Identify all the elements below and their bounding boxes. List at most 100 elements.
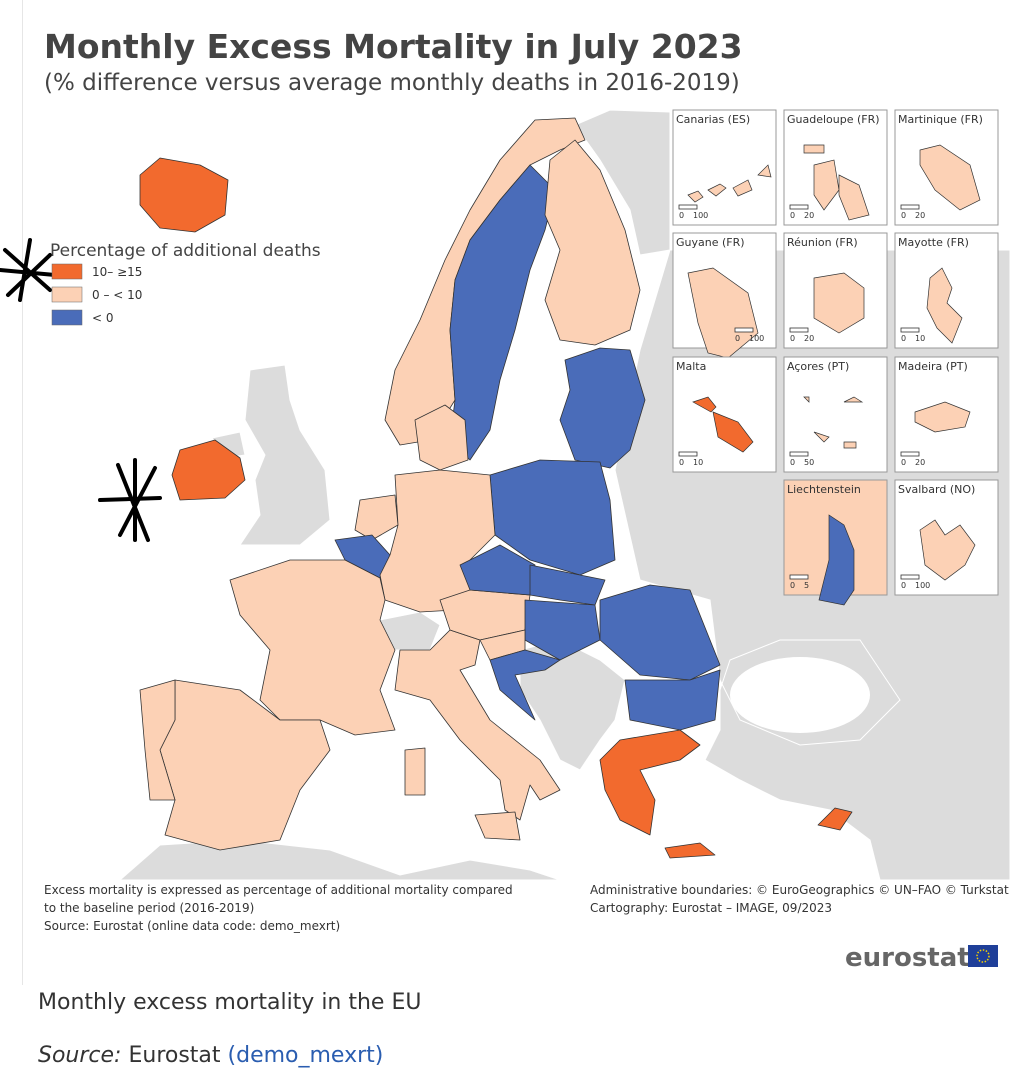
- legend-label: 10– ≥15: [92, 265, 142, 279]
- inset: Mayotte (FR) 0 10: [894, 232, 999, 349]
- scale-label: 20: [915, 458, 925, 467]
- inset-region: [914, 401, 971, 433]
- scale-label: 5: [804, 581, 809, 590]
- inset: Martinique (FR) 0 20: [894, 109, 999, 226]
- crete: [664, 842, 716, 859]
- shape: [6, 253, 52, 297]
- sicily: [474, 811, 521, 841]
- inset-label: Réunion (FR): [787, 236, 858, 249]
- notes: Excess mortality is expressed as percent…: [44, 883, 1009, 933]
- sweden: [449, 164, 556, 461]
- credit-line: Administrative boundaries: © EuroGeograp…: [590, 883, 1009, 897]
- scale-bar: [678, 204, 698, 210]
- scale-label: 0: [790, 334, 795, 343]
- bulgaria: [624, 669, 721, 731]
- inset: Réunion (FR) 0 20: [783, 232, 888, 349]
- inset-region: [803, 144, 870, 221]
- inset: Guyane (FR) 0 100: [672, 232, 777, 359]
- scale-label: 0: [790, 581, 795, 590]
- scale-label: 100: [749, 334, 764, 343]
- scale-label: 0: [901, 458, 906, 467]
- scale-bar: [900, 204, 920, 210]
- shape: [0, 268, 57, 277]
- inset-label: Canarias (ES): [676, 113, 750, 126]
- legend-swatch: [51, 286, 83, 303]
- map-figure: Monthly Excess Mortality in July 2023 (%…: [0, 0, 1011, 985]
- scale-bar: [734, 327, 754, 333]
- scale-label: 100: [915, 581, 930, 590]
- shape: [98, 496, 162, 502]
- inset: Madeira (PT) 0 20: [894, 356, 999, 473]
- note-line: to the baseline period (2016-2019): [44, 901, 254, 915]
- note-line: Excess mortality is expressed as percent…: [44, 883, 513, 897]
- source-line: Source: Eurostat (demo_mexrt): [38, 1043, 383, 1068]
- scale-label: 10: [693, 458, 703, 467]
- legend-label: 0 – < 10: [92, 288, 142, 302]
- inset: Canarias (ES) 0 100: [672, 109, 777, 226]
- croatia: [489, 649, 561, 721]
- scale-label: 0: [901, 211, 906, 220]
- scale-label: 20: [915, 211, 925, 220]
- balkans: [519, 639, 626, 771]
- legend-title: Percentage of additional deaths: [50, 241, 321, 261]
- inset-label: Martinique (FR): [898, 113, 983, 126]
- inset-label: Madeira (PT): [898, 360, 968, 373]
- scale-bar: [900, 327, 920, 333]
- scribble: [0, 238, 162, 542]
- netherlands: [354, 494, 399, 541]
- cyprus: [817, 807, 853, 831]
- ireland: [171, 439, 246, 501]
- scale-label: 0: [901, 581, 906, 590]
- logo-stars: [976, 949, 990, 963]
- source-name: Eurostat: [128, 1043, 221, 1068]
- inset-label: Liechtenstein: [787, 483, 861, 496]
- black-sea: [730, 657, 870, 733]
- inset-label: Açores (PT): [787, 360, 849, 373]
- scale-bar: [789, 204, 809, 210]
- inset-region: [803, 396, 864, 449]
- inset-region: [926, 267, 963, 344]
- scale-bar: [789, 327, 809, 333]
- inset-label: Mayotte (FR): [898, 236, 969, 249]
- scale-label: 100: [693, 211, 708, 220]
- greece: [599, 729, 701, 836]
- france: [229, 559, 396, 736]
- inset-region: [687, 164, 772, 203]
- inset: Liechtenstein 0 5: [783, 479, 888, 606]
- poland: [489, 459, 616, 576]
- inset-label: Guyane (FR): [676, 236, 745, 249]
- inset-label: Svalbard (NO): [898, 483, 975, 496]
- inset: Guadeloupe (FR) 0 20: [783, 109, 888, 226]
- baltics: [559, 347, 646, 469]
- inset-region: [813, 272, 865, 334]
- scale-bar: [900, 451, 920, 457]
- source-link[interactable]: (demo_mexrt): [227, 1043, 384, 1068]
- map-subtitle: (% difference versus average monthly dea…: [44, 70, 740, 96]
- uk: [239, 364, 331, 546]
- inset-region: [692, 396, 754, 453]
- scale-bar: [789, 451, 809, 457]
- scale-bar: [900, 574, 920, 580]
- scale-bar: [789, 574, 809, 580]
- legend-swatch: [51, 263, 83, 280]
- scale-bar: [678, 451, 698, 457]
- scale-label: 0: [735, 334, 740, 343]
- portugal: [139, 679, 176, 801]
- legend-label: < 0: [92, 311, 114, 325]
- shape: [118, 466, 157, 537]
- map-title: Monthly Excess Mortality in July 2023: [44, 27, 743, 66]
- credit-line: Cartography: Eurostat – IMAGE, 09/2023: [590, 901, 832, 915]
- scale-label: 0: [679, 458, 684, 467]
- russia-north: [574, 109, 671, 256]
- legend: Percentage of additional deaths 10– ≥15 0…: [50, 241, 321, 326]
- scale-label: 20: [804, 211, 814, 220]
- logo-text: eurostat: [845, 943, 970, 973]
- inset-region: [818, 514, 855, 606]
- shape: [18, 238, 32, 302]
- scale-label: 0: [901, 334, 906, 343]
- inset-label: Malta: [676, 360, 706, 373]
- inset: Malta 0 10: [672, 356, 777, 473]
- inset-region: [919, 519, 976, 581]
